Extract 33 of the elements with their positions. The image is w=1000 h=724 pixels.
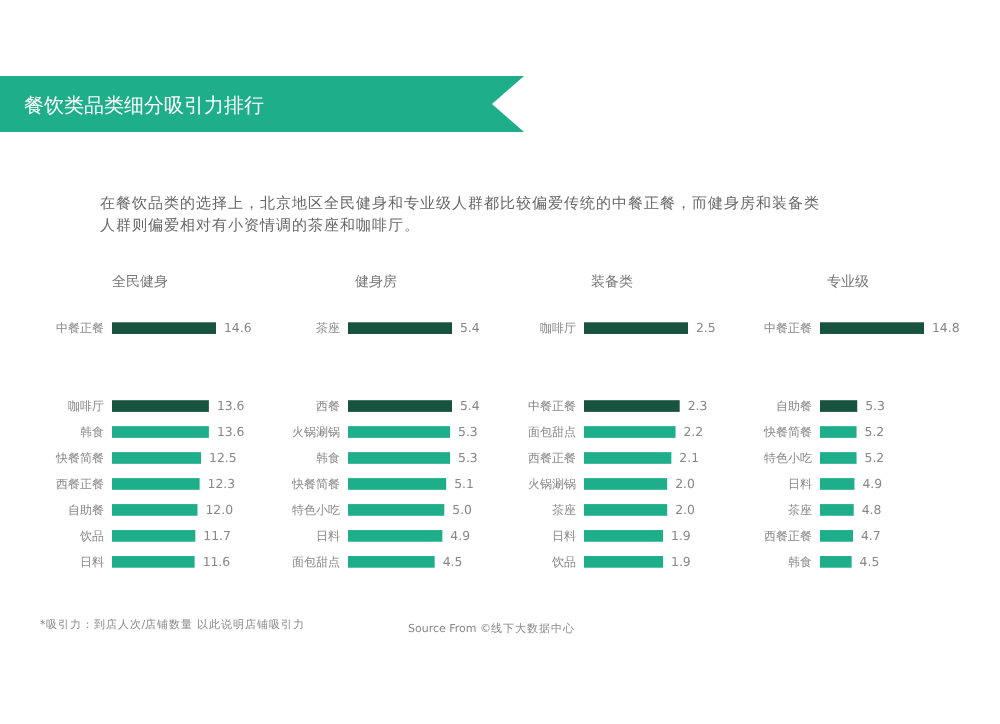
bar [112,478,200,490]
bar [584,400,680,412]
bar [820,556,852,568]
bar [348,322,452,334]
bar [112,426,209,438]
bar [584,452,672,464]
bar [348,400,452,412]
bar [820,452,857,464]
bar [820,478,855,490]
bar [348,478,447,490]
text: 餐饮类品类细分吸引力排行 [24,94,264,118]
bar [584,322,688,334]
bar [348,426,451,438]
bar [112,452,202,464]
bar [584,504,668,516]
bar [348,452,451,464]
bar [112,322,216,334]
bar [820,530,854,542]
bar [112,556,195,568]
bar [584,556,664,568]
bar [584,478,668,490]
bar [584,426,676,438]
bar [348,556,435,568]
bar [348,504,445,516]
bar [112,504,198,516]
bar [820,400,858,412]
bar [348,530,443,542]
bar [820,504,854,516]
bar [820,322,924,334]
bar [584,530,664,542]
bar [112,400,209,412]
bar [112,530,196,542]
bar [820,426,857,438]
